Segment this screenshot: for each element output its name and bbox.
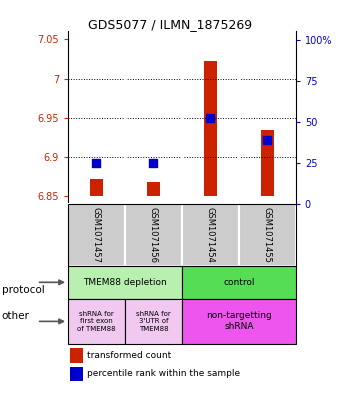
Bar <box>182 204 239 266</box>
Bar <box>125 204 182 266</box>
Bar <box>125 299 182 344</box>
Text: percentile rank within the sample: percentile rank within the sample <box>87 369 240 378</box>
Text: control: control <box>223 278 255 287</box>
Text: shRNA for
3'UTR of
TMEM88: shRNA for 3'UTR of TMEM88 <box>136 311 171 332</box>
Text: other: other <box>2 311 30 321</box>
Text: GSM1071455: GSM1071455 <box>263 207 272 263</box>
Text: non-targetting
shRNA: non-targetting shRNA <box>206 311 272 331</box>
Point <box>208 115 213 121</box>
Bar <box>147 182 160 196</box>
Text: GDS5077 / ILMN_1875269: GDS5077 / ILMN_1875269 <box>88 18 252 31</box>
Bar <box>90 179 103 196</box>
Bar <box>204 61 217 196</box>
Bar <box>68 204 125 266</box>
Point <box>151 160 156 167</box>
Text: protocol: protocol <box>2 285 45 295</box>
Bar <box>182 266 296 299</box>
Point <box>94 160 99 167</box>
Bar <box>68 299 125 344</box>
Bar <box>239 204 296 266</box>
Bar <box>68 266 182 299</box>
Text: TMEM88 depletion: TMEM88 depletion <box>83 278 167 287</box>
Bar <box>70 367 83 381</box>
Text: transformed count: transformed count <box>87 351 172 360</box>
Text: GSM1071456: GSM1071456 <box>149 207 158 263</box>
Bar <box>70 348 83 362</box>
Text: GSM1071457: GSM1071457 <box>92 207 101 263</box>
Text: GSM1071454: GSM1071454 <box>206 207 215 263</box>
Bar <box>261 130 274 196</box>
Bar <box>182 299 296 344</box>
Text: shRNA for
first exon
of TMEM88: shRNA for first exon of TMEM88 <box>77 311 116 332</box>
Point <box>265 137 270 143</box>
